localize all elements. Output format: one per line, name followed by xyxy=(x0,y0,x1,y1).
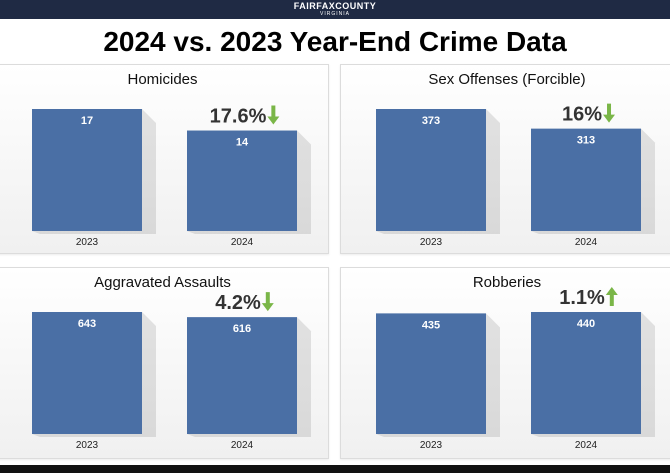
logo-sub-text: VIRGINIA xyxy=(320,11,350,17)
data-label: 435 xyxy=(422,319,440,331)
chart-panel-sex-offenses: Sex Offenses (Forcible) 373 2023 313 2024 16… xyxy=(340,64,670,254)
chart-title: Sex Offenses (Forcible) xyxy=(428,71,586,88)
x-tick-label: 2023 xyxy=(420,440,443,451)
arrow-down-icon xyxy=(261,292,274,312)
x-tick-label: 2024 xyxy=(575,440,598,451)
data-label: 17 xyxy=(81,115,93,127)
fairfax-county-logo: FAIRFAXCOUNTY VIRGINIA xyxy=(0,1,670,18)
header-bar: FAIRFAXCOUNTY VIRGINIA xyxy=(0,0,670,19)
percent-change-label: 16% xyxy=(562,104,602,126)
data-label: 616 xyxy=(233,323,251,335)
data-label: 373 xyxy=(422,115,440,127)
x-tick-label: 2023 xyxy=(420,237,443,248)
bar-2024 xyxy=(531,128,641,231)
arrow-down-icon xyxy=(267,105,280,125)
percent-change-label: 4.2% xyxy=(215,292,261,314)
bar-2023 xyxy=(32,109,142,231)
arrow-down-icon xyxy=(603,103,616,123)
percent-change-label: 17.6% xyxy=(210,106,267,128)
bar-chart-svg: 17 2023 14 2024 17.6% xyxy=(32,105,311,248)
x-tick-label: 2024 xyxy=(231,440,254,451)
x-tick-label: 2024 xyxy=(231,237,254,248)
data-label: 643 xyxy=(78,318,96,330)
chart-title: Aggravated Assaults xyxy=(94,274,231,291)
bar-2023 xyxy=(376,313,486,434)
x-tick-label: 2023 xyxy=(76,440,99,451)
percent-change-label: 1.1% xyxy=(559,287,605,309)
chart-panel-homicides: Homicides 17 2023 14 2024 17.6% xyxy=(0,64,329,254)
arrow-up-icon xyxy=(605,287,618,306)
bar-2024 xyxy=(187,130,297,231)
bar-chart-svg: 435 2023 440 2024 1.1% xyxy=(376,287,655,451)
page-title: 2024 vs. 2023 Year-End Crime Data xyxy=(103,26,567,57)
chart-panel-aggravated-assaults: Aggravated Assaults 643 2023 616 2024 4.2% xyxy=(0,267,329,459)
logo-main-text: FAIRFAXCOUNTY xyxy=(293,1,377,11)
chart-panel-robberies: Robberies 435 2023 440 2024 1.1% xyxy=(340,267,670,459)
bar-2024 xyxy=(531,312,641,434)
bar-2023 xyxy=(376,109,486,231)
footer-bar xyxy=(0,465,670,473)
x-tick-label: 2024 xyxy=(575,237,598,248)
bar-2024 xyxy=(187,317,297,434)
x-tick-label: 2023 xyxy=(76,237,99,248)
chart-title: Robberies xyxy=(472,274,542,291)
data-label: 313 xyxy=(577,135,595,147)
bar-chart-svg: 373 2023 313 2024 16% xyxy=(376,103,655,248)
data-label: 440 xyxy=(577,318,595,330)
bar-2023 xyxy=(32,312,142,434)
chart-title: Homicides xyxy=(127,71,198,88)
bar-chart-svg: 643 2023 616 2024 4.2% xyxy=(32,292,311,451)
data-label: 14 xyxy=(236,137,249,149)
